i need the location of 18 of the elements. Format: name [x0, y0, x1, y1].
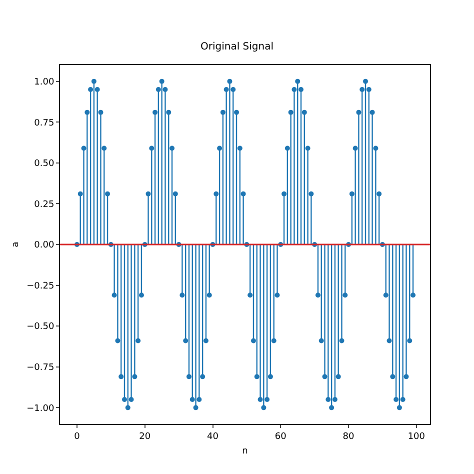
y-tick-label: −0.25 — [26, 281, 54, 292]
x-tick-label: 100 — [408, 432, 426, 442]
x-tick-label: 40 — [207, 432, 219, 442]
y-tick-label: 0.00 — [34, 240, 54, 251]
y-tick-label: −0.50 — [26, 322, 54, 332]
x-tick-label: 60 — [274, 432, 287, 442]
y-tick-label: 0.50 — [34, 159, 54, 170]
x-tick-label: 20 — [139, 432, 151, 442]
chart-title: Original Signal — [200, 42, 274, 53]
y-tick-label: −0.75 — [26, 363, 54, 374]
y-tick-label: 0.25 — [34, 200, 54, 210]
y-tick-label: 0.75 — [34, 118, 54, 128]
y-tick-label: 1.00 — [34, 77, 54, 88]
y-axis-title: a — [10, 242, 21, 248]
x-axis-title: n — [242, 446, 248, 457]
x-tick-label: 0 — [74, 432, 80, 442]
x-tick-label: 80 — [342, 432, 355, 442]
y-tick-label: −1.00 — [26, 404, 54, 414]
